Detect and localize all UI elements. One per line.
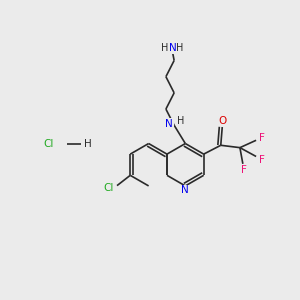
Text: H: H: [177, 116, 184, 126]
Text: O: O: [219, 116, 227, 126]
Text: N: N: [165, 119, 173, 129]
Text: F: F: [259, 154, 265, 165]
Text: H: H: [84, 139, 92, 149]
Text: H: H: [161, 43, 168, 53]
Text: N: N: [182, 185, 189, 195]
Text: F: F: [259, 133, 265, 142]
Text: Cl: Cl: [43, 139, 54, 149]
Text: Cl: Cl: [103, 183, 114, 193]
Text: F: F: [241, 165, 247, 175]
Text: H: H: [176, 43, 183, 53]
Text: N: N: [169, 43, 176, 53]
